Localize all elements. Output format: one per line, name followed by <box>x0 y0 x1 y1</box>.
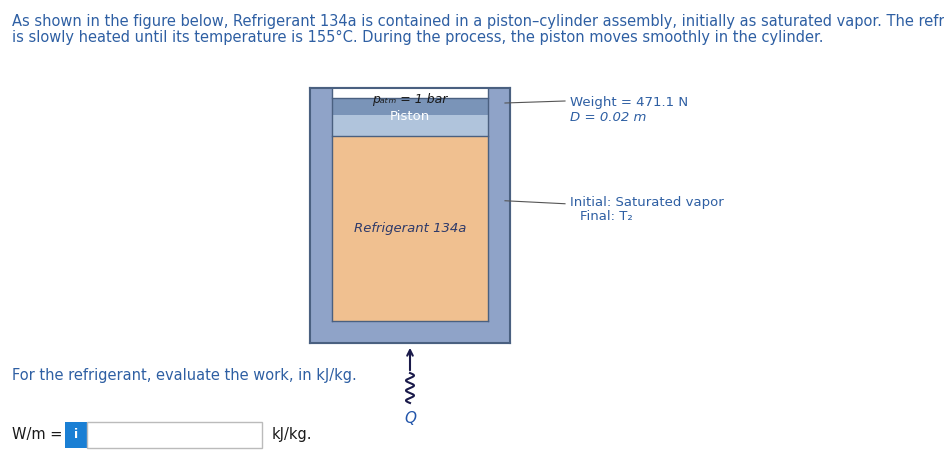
Text: Piston: Piston <box>390 110 430 124</box>
Bar <box>332 98 488 115</box>
Bar <box>488 88 510 343</box>
Text: W/m =: W/m = <box>12 428 62 443</box>
Bar <box>332 88 488 321</box>
Text: Refrigerant 134a: Refrigerant 134a <box>354 222 466 235</box>
Text: Final: T₂: Final: T₂ <box>580 210 632 223</box>
Bar <box>87 422 262 448</box>
Text: i: i <box>74 429 78 441</box>
Bar <box>332 136 488 321</box>
Text: Weight = 471.1 N: Weight = 471.1 N <box>570 96 688 109</box>
Bar <box>332 88 488 98</box>
Text: As shown in the figure below, Refrigerant 134a is contained in a piston–cylinder: As shown in the figure below, Refrigeran… <box>12 14 944 29</box>
Text: Initial: Saturated vapor: Initial: Saturated vapor <box>570 196 724 209</box>
Text: kJ/kg.: kJ/kg. <box>272 428 312 443</box>
Bar <box>332 115 488 136</box>
Bar <box>310 88 510 343</box>
Text: is slowly heated until its temperature is 155°C. During the process, the piston : is slowly heated until its temperature i… <box>12 30 823 45</box>
Bar <box>65 422 87 448</box>
Text: pₐₜₘ = 1 bar: pₐₜₘ = 1 bar <box>372 93 447 106</box>
Bar <box>310 88 332 343</box>
Text: Q: Q <box>404 411 416 426</box>
Text: For the refrigerant, evaluate the work, in kJ/kg.: For the refrigerant, evaluate the work, … <box>12 368 357 383</box>
Text: D = 0.02 m: D = 0.02 m <box>570 111 647 124</box>
Bar <box>310 321 510 343</box>
